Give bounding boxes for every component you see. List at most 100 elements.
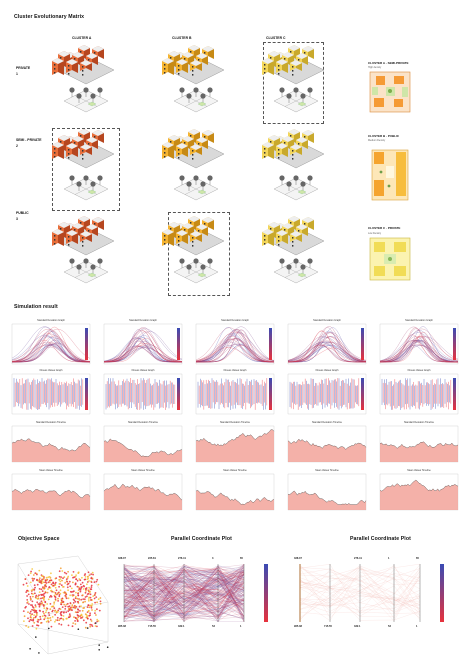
pcp-left-top-3: 276.41: [178, 557, 186, 560]
pcp-left-bottom-5: 1: [240, 625, 242, 628]
pcp-left-bottom-1: 965.38: [118, 625, 126, 628]
sim-graph-title-2-0: Standard Deviation Timeline: [36, 421, 66, 424]
sim-graph-mvt-1: [11, 473, 91, 511]
row-label-semi-private: SEMI - PRIVATE: [16, 138, 42, 142]
sim-graph-fit-2: [103, 373, 183, 415]
matrix-heading: Cluster Evolutionary Matrix: [14, 14, 85, 20]
sim-graph-fit-1: [11, 373, 91, 415]
pcp-right-top-3: 276.41: [354, 557, 362, 560]
row-number-public: 3: [16, 217, 18, 221]
cluster-a-row1-site: [63, 87, 109, 113]
cluster-a-row2-massing: [52, 129, 115, 169]
sim-graph-sdt-4: [287, 425, 367, 463]
sim-graph-mvt-4: [287, 473, 367, 511]
cluster-matrix-illustration: [52, 45, 325, 284]
plan-cluster-c-private: [369, 237, 411, 281]
sim-graph-title-1-1: Fitness Values Graph: [131, 369, 155, 372]
pcp-left-bottom-3: 332.1: [178, 625, 185, 628]
plan-cluster-a-semi-private: [369, 71, 411, 113]
sim-graph-sd-2: [103, 323, 183, 365]
cluster-a-row1-massing: [52, 45, 115, 85]
pcp-left-top-2: 225.81: [148, 557, 156, 560]
pcp-right-top-5: 65: [416, 557, 419, 560]
cluster-c-row3-massing: [262, 216, 325, 256]
sim-graph-title-2-2: Standard Deviation Timeline: [220, 421, 250, 424]
cluster-b-row1-site: [173, 87, 219, 113]
sim-graph-title-3-4: Mean Values Timeline: [407, 469, 431, 472]
highlight-box-cluster-c-private: [263, 42, 324, 124]
pcp-right-top-4: 1: [388, 557, 390, 560]
pcp-left-heading: Parallel Coordinate Plot: [171, 536, 232, 542]
cluster-a-row3-site: [63, 258, 109, 284]
sim-graph-title-2-4: Standard Deviation Timeline: [404, 421, 434, 424]
sim-graph-fit-4: [287, 373, 367, 415]
sim-graph-title-0-0: Standard Deviation Graph: [37, 319, 65, 322]
pcp-left-top-4: 3: [212, 557, 214, 560]
sim-graph-title-1-2: Fitness Values Graph: [223, 369, 247, 372]
sim-graph-sdt-2: [103, 425, 183, 463]
sim-graph-sd-5: [379, 323, 459, 365]
cluster-b-row1-massing: [162, 45, 225, 85]
cluster-b-row2-site: [173, 175, 219, 201]
sim-graph-title-3-1: Mean Values Timeline: [131, 469, 155, 472]
objective-space-points: [17, 555, 109, 655]
pcp-right-bottom-3: 332.1: [354, 625, 361, 628]
cluster-c-row1-massing: [262, 45, 325, 85]
row-label-public: PUBLIC: [16, 211, 29, 215]
sim-graph-title-0-1: Standard Deviation Graph: [129, 319, 157, 322]
sim-graph-fit-5: [379, 373, 459, 415]
sim-graph-mvt-2: [103, 473, 183, 511]
pcp-right-bottom-1: 965.38: [294, 625, 302, 628]
cluster-a-row3-massing: [52, 216, 115, 256]
cluster-b-row2-massing: [162, 129, 225, 169]
pcp-left-bottom-4: 53: [212, 625, 215, 628]
plan-title-a: CLUSTER A - SEMI-PRIVATE: [368, 61, 409, 65]
plan-sub-b: Medium Density: [368, 139, 386, 142]
cluster-c-row3-site: [273, 258, 319, 284]
sim-graph-sdt-3: [195, 425, 275, 463]
simulation-heading: Simulation result: [14, 304, 58, 310]
row-label-private: PRIVATE: [16, 66, 31, 70]
highlight-box-cluster-b-public: [168, 212, 230, 296]
column-label-cluster-a: CLUSTER A: [72, 36, 92, 40]
sim-graph-sd-3: [195, 323, 275, 365]
pcp-right-plot: [299, 563, 444, 622]
column-label-cluster-b: CLUSTER B: [172, 36, 192, 40]
plan-title-b: CLUSTER B - PUBLIC: [368, 134, 399, 138]
sim-graph-title-3-2: Mean Values Timeline: [223, 469, 247, 472]
cluster-b-row3-site: [173, 258, 219, 284]
sim-graph-title-2-3: Standard Deviation Timeline: [312, 421, 342, 424]
pcp-right-lines: [299, 563, 444, 622]
cluster-c-row2-site: [273, 175, 319, 201]
pcp-right-bottom-5: 1: [416, 625, 418, 628]
sim-graph-title-3-3: Mean Values Timeline: [315, 469, 339, 472]
sim-graph-sdt-5: [379, 425, 459, 463]
pcp-left-plot: [123, 563, 268, 623]
pcp-right-bottom-2: 715.55: [324, 625, 332, 628]
simulation-graphs: [11, 323, 459, 511]
plan-title-c: CLUSTER C - PRIVATE: [368, 226, 401, 230]
plan-sub-a: High density: [368, 66, 382, 69]
pcp-left-lines: [123, 563, 268, 623]
sim-graph-title-1-3: Fitness Values Graph: [315, 369, 339, 372]
objective-space-heading: Objective Space: [18, 536, 60, 542]
sim-graph-fit-3: [195, 373, 275, 415]
pcp-left-top-5: 65: [240, 557, 243, 560]
pcp-right-top-1: 328.07: [294, 557, 302, 560]
sim-graph-title-1-0: Fitness Values Graph: [39, 369, 63, 372]
pcp-left-bottom-2: 715.55: [148, 625, 156, 628]
sim-graph-mvt-3: [195, 473, 275, 511]
plan-cluster-b-public: [371, 149, 409, 201]
sim-graph-sd-4: [287, 323, 367, 365]
sim-graph-title-1-4: Fitness Values Graph: [407, 369, 431, 372]
sim-graph-title-0-2: Standard Deviation Graph: [221, 319, 249, 322]
sim-graph-title-0-3: Standard Deviation Graph: [313, 319, 341, 322]
pcp-left-top-1: 328.07: [118, 557, 126, 560]
sim-graph-title-0-4: Standard Deviation Graph: [405, 319, 433, 322]
pcp-right-heading: Parallel Coordinate Plot: [350, 536, 411, 542]
pcp-right-bottom-4: 53: [388, 625, 391, 628]
cluster-b-row3-massing: [162, 216, 225, 256]
sim-graph-sd-1: [11, 323, 91, 365]
sim-graph-title-3-0: Mean Values Timeline: [39, 469, 63, 472]
sim-graph-title-2-1: Standard Deviation Timeline: [128, 421, 158, 424]
